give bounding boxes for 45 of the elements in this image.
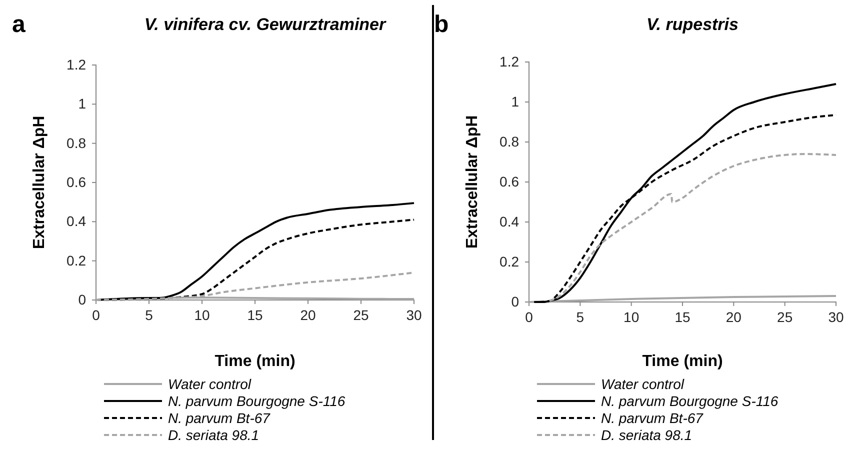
legend-label: N. parvum Bourgogne S-116 — [601, 393, 778, 409]
legend-label: N. parvum Bt-67 — [601, 410, 704, 426]
y-tick-label: 1 — [511, 93, 520, 110]
y-tick-label: 1 — [78, 96, 86, 112]
y-tick-label: 0 — [511, 293, 520, 310]
x-tick-label: 25 — [353, 306, 369, 323]
line-series — [533, 83, 837, 303]
x-tick-label: 5 — [576, 308, 584, 325]
x-axis-title: Time (min) — [214, 353, 296, 370]
x-tick-label: 5 — [145, 306, 154, 323]
y-tick-label: 0.8 — [500, 133, 520, 150]
y-tick-label: 0.4 — [66, 213, 86, 230]
x-tick-label: 15 — [247, 306, 263, 323]
y-tick-label: 0.6 — [500, 173, 520, 190]
legend-label: N. parvum Bt-67 — [168, 410, 272, 426]
y-tick-label: 1.2 — [500, 53, 520, 70]
x-tick-label: 10 — [194, 306, 210, 323]
y-axis-title: Extracellular ΔpH — [464, 115, 481, 249]
chart-title: V. vinifera cv. Gewurztraminer — [144, 15, 388, 34]
y-tick-label: 0.2 — [500, 253, 520, 270]
x-tick-label: 20 — [300, 306, 316, 323]
chart-title: V. rupestris — [646, 15, 738, 34]
x-tick-label: 0 — [525, 308, 534, 325]
legend-label: D. seriata 98.1 — [601, 427, 692, 443]
text: b — [434, 11, 449, 38]
legend-label: D. seriata 98.1 — [168, 427, 260, 443]
y-tick-label: 0 — [78, 291, 86, 308]
x-tick-label: 0 — [92, 306, 100, 323]
x-axis-title: Time (min) — [642, 353, 723, 370]
legend-label: Water control — [168, 376, 252, 392]
x-tick-label: 15 — [674, 308, 690, 325]
x-tick-label: 30 — [828, 308, 844, 325]
x-tick-label: 10 — [624, 308, 640, 325]
x-tick-label: 20 — [726, 308, 742, 325]
y-tick-label: 0.8 — [66, 134, 86, 151]
y-axis-title: Extracellular ΔpH — [31, 116, 48, 250]
y-tick-label: 0.2 — [66, 252, 86, 268]
x-tick-label: 25 — [777, 308, 793, 325]
legend-label: N. parvum Bourgogne S-116 — [168, 393, 346, 409]
x-tick-label: 30 — [406, 306, 422, 323]
text: a — [12, 11, 26, 38]
y-tick-label: 1.2 — [66, 56, 86, 72]
y-tick-label: 0.4 — [500, 213, 520, 230]
y-tick-label: 0.6 — [66, 174, 86, 190]
legend-label: Water control — [601, 376, 685, 392]
